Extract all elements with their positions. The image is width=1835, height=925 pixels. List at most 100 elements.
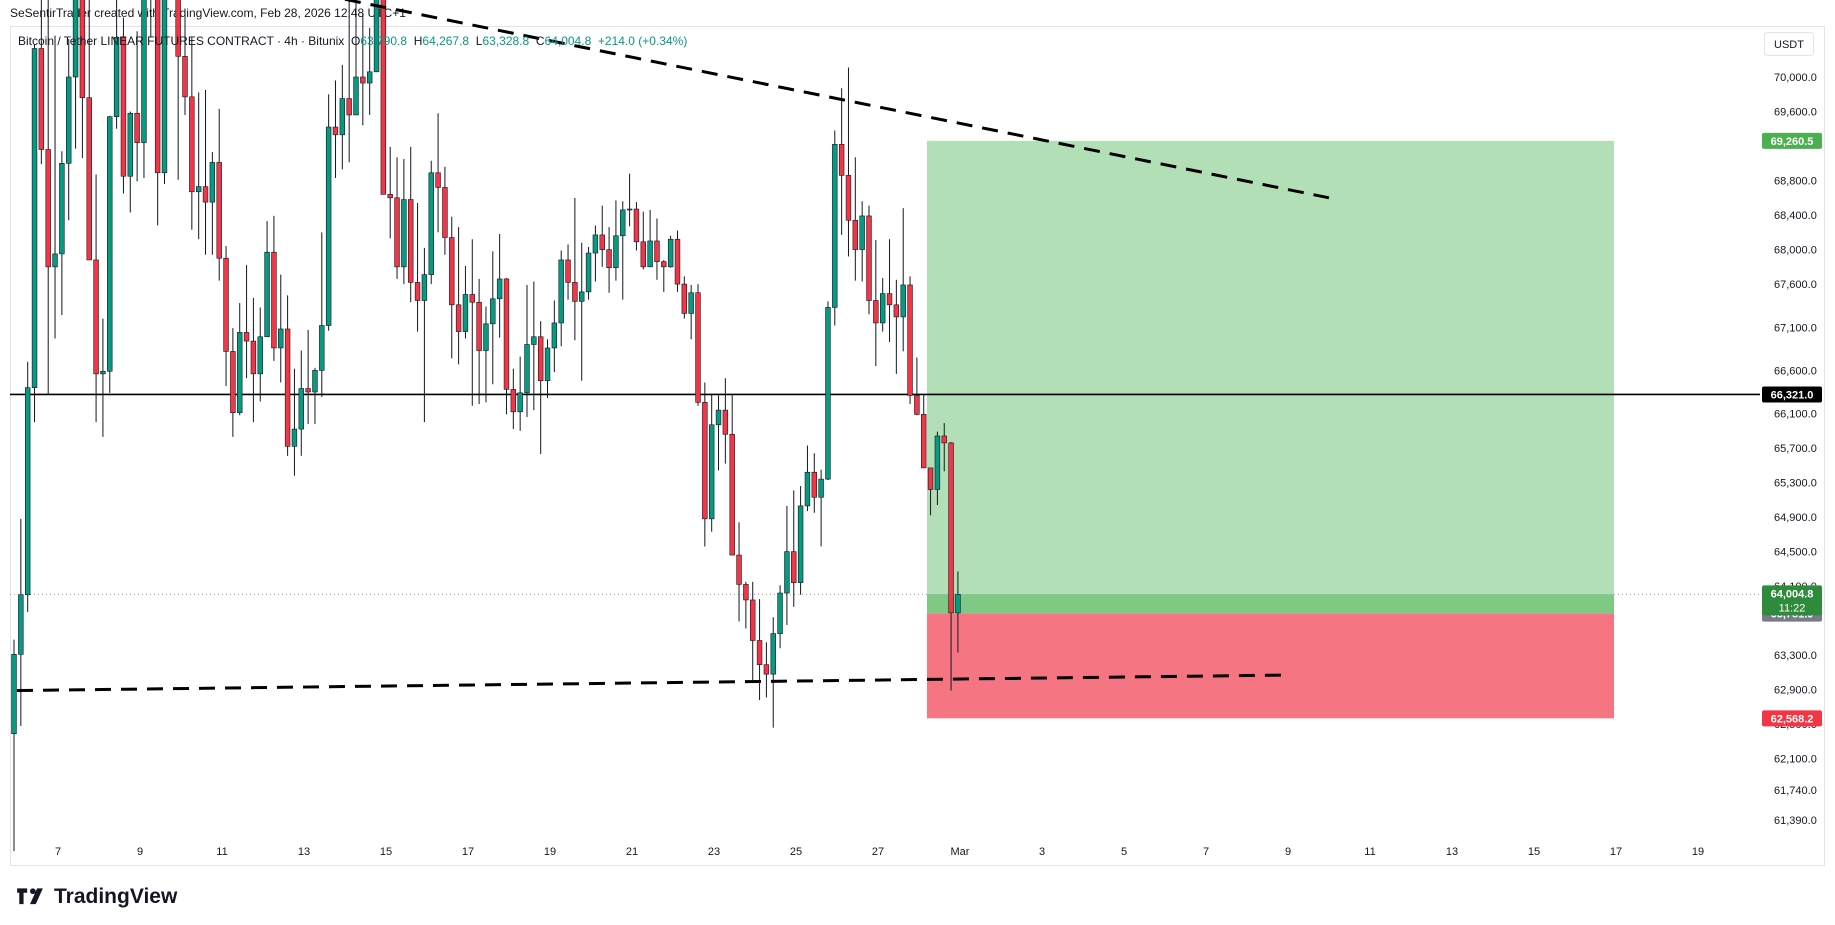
stop-loss-badge: 62,568.2 xyxy=(1771,713,1814,725)
y-tick-label: 68,800.0 xyxy=(1774,176,1817,188)
candle-body xyxy=(332,126,339,136)
candle-body xyxy=(558,259,564,324)
candle-body xyxy=(449,237,455,306)
x-tick-label: 11 xyxy=(216,846,227,858)
candle-body xyxy=(845,175,852,221)
candle-body xyxy=(585,252,592,293)
candle-body xyxy=(24,387,31,596)
x-tick-label: 7 xyxy=(1203,846,1209,858)
tradingview-logo-icon xyxy=(17,888,43,905)
candle-body xyxy=(654,240,660,262)
candle-body xyxy=(763,664,770,675)
position-zones xyxy=(927,140,1614,719)
candle-body xyxy=(852,219,859,250)
y-tick-label: 62,100.0 xyxy=(1774,754,1817,766)
legend-symbol: Bitcoin / Tether LINEAR FUTURES CONTRACT… xyxy=(18,34,345,48)
legend-high-label: H xyxy=(413,34,423,48)
candle-body xyxy=(914,395,920,415)
y-tick-label: 61,740.0 xyxy=(1774,785,1817,797)
candle-body xyxy=(107,116,113,372)
candle-body xyxy=(661,261,667,268)
y-tick-label: 67,100.0 xyxy=(1774,322,1817,334)
candle-body xyxy=(797,505,804,583)
candle-body xyxy=(291,428,298,447)
candle-body xyxy=(100,370,106,375)
candle-body xyxy=(346,98,352,116)
candle-body xyxy=(483,323,489,351)
candle-body xyxy=(31,48,38,388)
take-profit-badge: 69,260.5 xyxy=(1771,136,1814,148)
candle-body xyxy=(264,251,270,338)
candle-body xyxy=(838,144,845,176)
horizontal-line-badge: 66,321.0 xyxy=(1771,389,1814,401)
x-tick-label: 13 xyxy=(298,846,310,858)
y-tick-label: 62,900.0 xyxy=(1774,685,1817,697)
candle-body xyxy=(832,144,838,308)
x-tick-label: 9 xyxy=(1285,846,1291,858)
candles xyxy=(11,0,961,852)
chart-frame xyxy=(10,26,1825,866)
last-price-badge: 64,004.8 xyxy=(1771,588,1814,600)
candle-body xyxy=(455,304,462,332)
y-tick-label: 61,390.0 xyxy=(1774,815,1817,827)
legend-low-label: L xyxy=(475,34,483,48)
candle-body xyxy=(353,76,359,116)
loss-zone xyxy=(927,613,1614,719)
y-tick-label: 65,300.0 xyxy=(1774,478,1817,490)
profit-zone xyxy=(927,140,1614,614)
candle-body xyxy=(674,238,681,285)
y-tick-label: 65,700.0 xyxy=(1774,443,1817,455)
time-axis[interactable]: 7 9 11 13 15 17 19 21 23 25 27 Mar 3 5 7 9 11 13 15 17 19 xyxy=(55,846,1704,858)
candle-body xyxy=(667,238,674,268)
candle-body xyxy=(271,251,277,349)
currency-selector[interactable]: USDT xyxy=(1764,32,1814,56)
candle-body xyxy=(52,253,58,268)
legend-low: 63,328.8 xyxy=(482,34,530,48)
candle-body xyxy=(257,336,263,375)
candle-body xyxy=(243,332,250,342)
y-tick-label: 68,400.0 xyxy=(1774,210,1817,222)
candle-body xyxy=(818,478,824,498)
candle-body xyxy=(715,409,722,426)
candle-body xyxy=(360,76,366,84)
candle-body xyxy=(626,208,633,211)
y-tick-label: 63,300.0 xyxy=(1774,650,1817,662)
y-tick-label: 66,600.0 xyxy=(1774,365,1817,377)
x-tick-label: 5 xyxy=(1121,846,1127,858)
candle-body xyxy=(38,48,45,150)
x-tick-label: 27 xyxy=(872,846,884,858)
candle-body xyxy=(893,304,900,318)
candle-body xyxy=(18,594,24,655)
candle-body xyxy=(544,347,551,382)
candle-body xyxy=(784,551,790,594)
candle-body xyxy=(886,293,893,306)
candle-body xyxy=(86,97,92,261)
take-profit-badge-bg xyxy=(1762,132,1822,149)
candle-body xyxy=(681,283,688,314)
y-tick-label: 64,500.0 xyxy=(1774,547,1817,559)
candle-body xyxy=(565,259,571,283)
candle-body xyxy=(927,467,934,490)
candle-body xyxy=(729,433,735,556)
legend-high: 64,267.8 xyxy=(422,34,470,48)
candle-body xyxy=(490,298,496,325)
candle-body xyxy=(791,551,797,583)
trendlines[interactable] xyxy=(16,0,1330,693)
x-tick-label: 3 xyxy=(1039,846,1045,858)
candle-body xyxy=(202,186,209,203)
candle-body xyxy=(524,344,530,394)
candle-body xyxy=(900,284,906,318)
legend-open: 63,790.8 xyxy=(360,34,408,48)
price-axis[interactable]: 70,000.0 69,600.0 68,800.0 68,400.0 68,000.0… xyxy=(1774,72,1817,827)
candle-body xyxy=(750,599,756,641)
candle-body xyxy=(154,0,161,174)
x-tick-label: 15 xyxy=(380,846,392,858)
candle-body xyxy=(373,0,380,73)
y-tick-label: 66,100.0 xyxy=(1774,409,1817,421)
candle-body xyxy=(866,215,872,301)
candle-body xyxy=(941,435,947,444)
candle-body xyxy=(319,325,325,371)
candle-body xyxy=(503,278,510,390)
tradingview-logo: TradingView xyxy=(12,884,177,910)
